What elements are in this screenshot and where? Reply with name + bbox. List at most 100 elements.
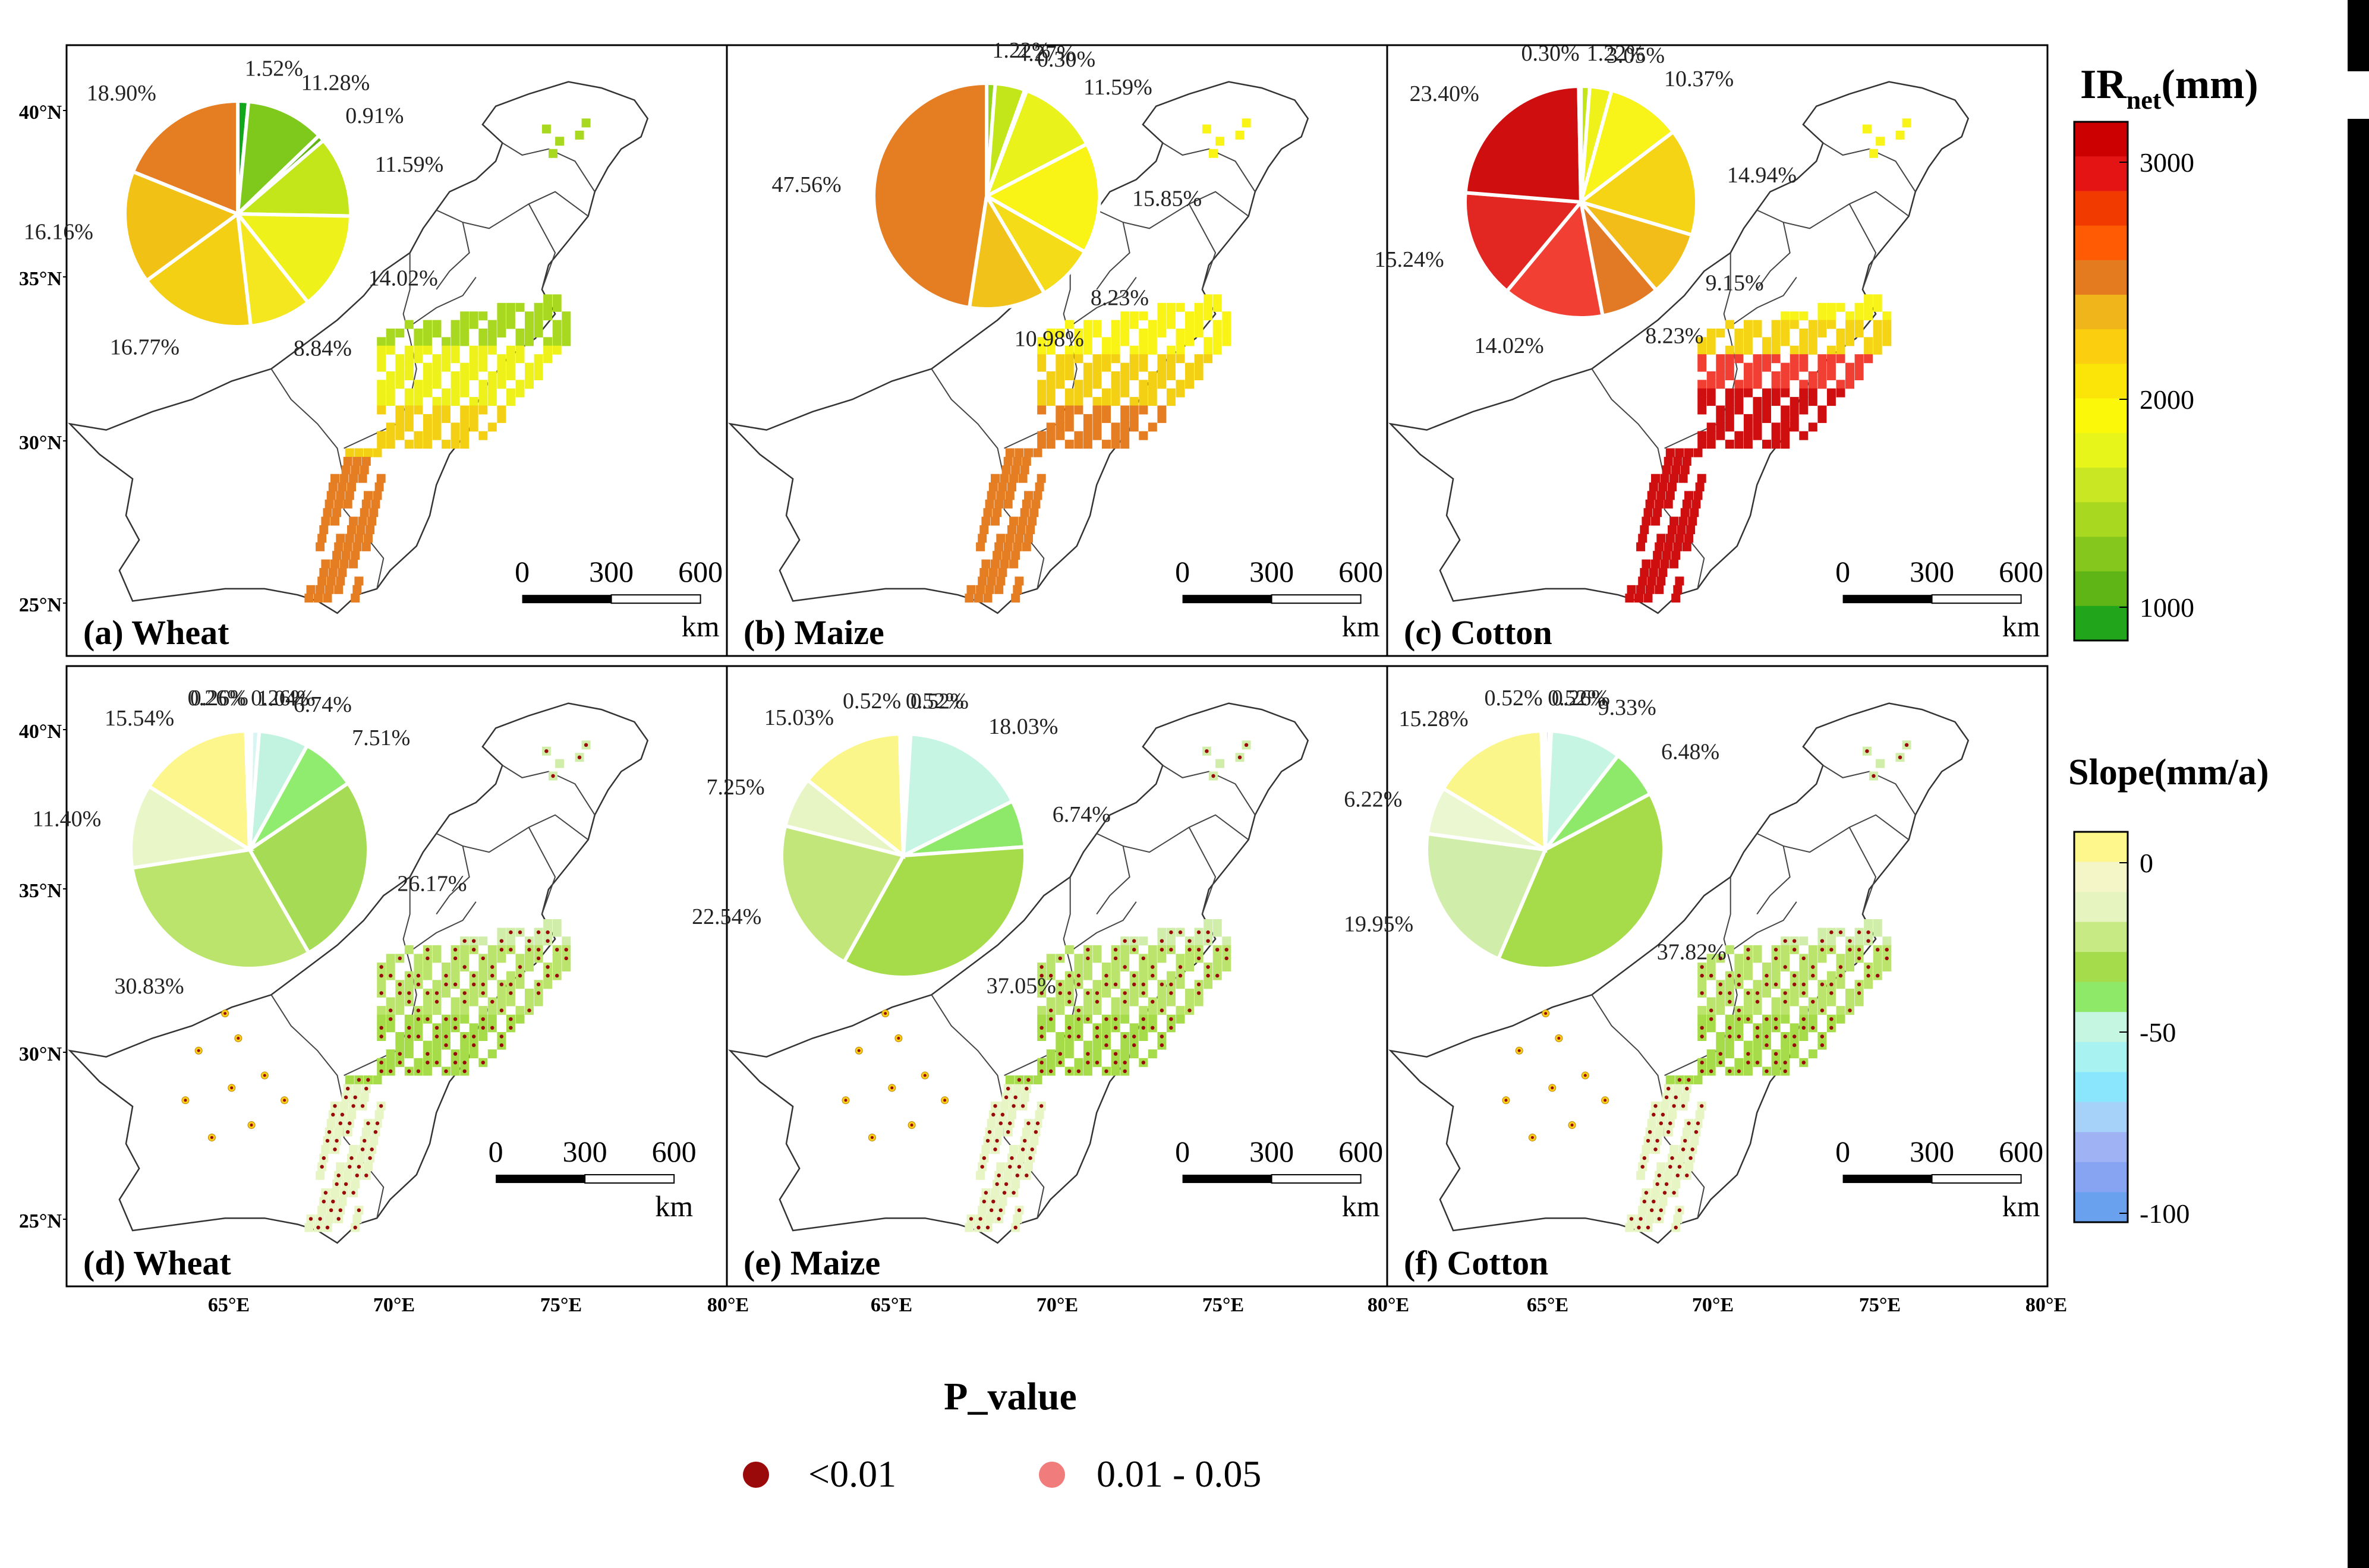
grid-cell xyxy=(497,954,506,963)
grid-cell xyxy=(1664,456,1673,466)
grid-cell xyxy=(1826,997,1836,1007)
significance-dot xyxy=(490,999,494,1004)
grid-cell xyxy=(1194,362,1204,372)
grid-cell xyxy=(1781,440,1790,449)
grid-cell xyxy=(1836,1014,1845,1024)
grid-cell xyxy=(336,1162,345,1172)
grid-cell xyxy=(1222,320,1231,329)
grid-cell xyxy=(369,508,379,518)
grid-cell xyxy=(1781,362,1790,372)
grid-cell xyxy=(325,585,334,594)
grid-cell xyxy=(404,345,414,355)
grid-cell xyxy=(386,440,395,449)
grid-cell xyxy=(1799,431,1809,440)
grid-cell xyxy=(404,414,414,423)
significance-dot xyxy=(444,1034,448,1039)
significance-dot xyxy=(1857,948,1861,952)
grid-cell xyxy=(386,1049,395,1059)
province-boundary xyxy=(528,826,556,914)
significance-dot xyxy=(1629,1217,1634,1221)
grid-cell xyxy=(1706,1058,1716,1067)
grid-cell xyxy=(1092,1040,1102,1050)
significance-dot xyxy=(1783,991,1787,995)
grid-cell xyxy=(423,431,432,440)
latitude-label: 40°N xyxy=(19,721,62,743)
grid-cell xyxy=(1680,465,1690,475)
significance-dot xyxy=(1058,1052,1063,1056)
significance-dot xyxy=(1728,1069,1732,1074)
significance-dot xyxy=(184,1099,187,1102)
significance-dot xyxy=(389,1017,393,1021)
grid-cell xyxy=(562,963,571,971)
grid-cell xyxy=(377,337,386,346)
significance-dot xyxy=(1169,1017,1173,1021)
significance-dot xyxy=(1773,1026,1778,1030)
grid-cell xyxy=(349,1145,358,1154)
grid-cell xyxy=(1817,988,1827,998)
grid-cell xyxy=(1092,371,1102,380)
significance-dot xyxy=(322,1156,326,1160)
pie-slice-label: 0.26% xyxy=(190,686,248,711)
grid-cell xyxy=(347,525,356,534)
grid-cell xyxy=(1734,329,1744,337)
grid-cell xyxy=(321,559,330,569)
significance-dot xyxy=(1017,1208,1022,1213)
grid-cell xyxy=(1882,337,1892,346)
grid-cell xyxy=(1771,1067,1781,1076)
significance-dot xyxy=(444,982,448,987)
grid-cell xyxy=(1684,491,1693,500)
grid-cell xyxy=(1882,329,1892,337)
grid-cell xyxy=(1771,997,1781,1007)
significance-dot xyxy=(1123,991,1127,995)
grid-cell xyxy=(993,551,1002,560)
grid-cell xyxy=(1771,320,1781,329)
grid-cell xyxy=(1212,294,1222,304)
grid-cell xyxy=(525,337,534,346)
significance-dot xyxy=(1187,948,1192,952)
grid-cell xyxy=(1139,311,1148,321)
grid-cell xyxy=(1697,405,1707,415)
significance-dot xyxy=(1028,1156,1032,1160)
grid-cell xyxy=(534,320,543,329)
significance-dot xyxy=(373,1130,378,1134)
grid-cell xyxy=(1873,320,1882,329)
grid-cell xyxy=(1684,534,1693,543)
legend-slope: Slope(mm/a)0-50-100 xyxy=(2068,752,2269,1229)
significance-dot xyxy=(1517,1049,1521,1052)
grid-cell xyxy=(1139,380,1148,389)
significance-dot xyxy=(1876,973,1880,978)
legend-slope-title: Slope(mm/a) xyxy=(2068,752,2269,793)
grid-cell xyxy=(1111,963,1120,971)
significance-dot xyxy=(1035,1121,1040,1125)
significance-dot xyxy=(1694,1130,1699,1134)
grid-cell xyxy=(1111,397,1120,406)
grid-cell xyxy=(1018,474,1028,483)
grid-cell xyxy=(1690,1136,1699,1146)
grid-cell xyxy=(414,1023,423,1033)
grid-cell xyxy=(1645,1214,1655,1223)
significance-dot xyxy=(1113,1061,1118,1065)
grid-cell xyxy=(1826,320,1836,329)
legend-pvalue: P_value<0.01 0.01 - 0.05 xyxy=(743,1375,1261,1495)
significance-dot xyxy=(416,1069,421,1074)
grid-cell xyxy=(1799,380,1809,389)
grid-cell xyxy=(1836,345,1845,355)
grid-cell xyxy=(562,311,571,321)
grid-cell xyxy=(442,345,451,355)
grid-cell xyxy=(423,1040,432,1050)
grid-cell xyxy=(1660,474,1669,483)
grid-cell xyxy=(1212,320,1222,329)
pie-slice xyxy=(245,728,251,850)
grid-cell xyxy=(497,354,506,364)
grid-cell xyxy=(1790,414,1799,423)
grid-cell xyxy=(1817,997,1827,1007)
pie-slice-label: 0.91% xyxy=(345,103,404,128)
grid-cell xyxy=(1011,551,1020,560)
grid-cell xyxy=(1046,1058,1056,1067)
grid-cell xyxy=(525,362,534,372)
grid-cell xyxy=(1882,936,1892,946)
grid-cell xyxy=(1000,474,1009,483)
grid-cell xyxy=(1024,534,1033,543)
grid-cell xyxy=(1647,491,1656,500)
grid-cell xyxy=(1826,971,1836,980)
